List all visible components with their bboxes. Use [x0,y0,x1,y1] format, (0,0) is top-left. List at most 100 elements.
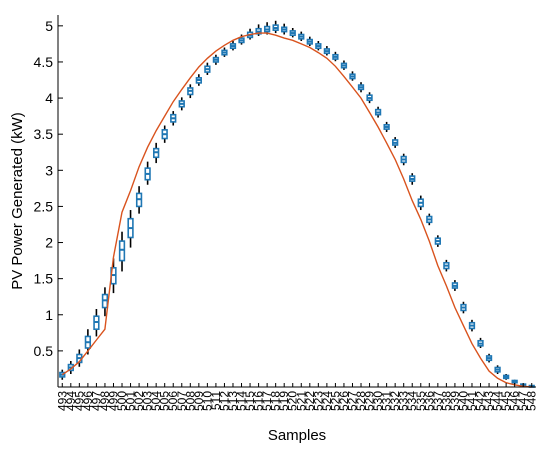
x-tick-label: 505 [158,391,172,411]
box-525 [332,51,339,62]
box-530 [374,106,382,118]
x-tick-label: 546 [508,391,522,411]
box-510 [204,62,211,75]
x-tick-label: 516 [252,391,266,411]
x-tick-label: 508 [183,391,197,411]
x-tick-label: 514 [235,391,249,411]
y-tick-label: 5 [45,18,53,34]
x-tick-label: 545 [499,391,513,411]
x-tick-label: 533 [397,391,411,411]
x-tick-label: 542 [474,391,488,411]
y-tick-label: 4.5 [34,54,54,70]
x-tick-label: 541 [465,391,479,411]
x-tick-label: 523 [311,391,325,411]
box-543 [485,353,493,363]
x-tick-label: 494 [64,391,78,411]
x-tick-label: 497 [89,391,103,411]
box-526 [340,60,348,70]
box-504 [153,142,160,164]
y-tick-label: 0.5 [34,343,54,359]
x-tick-label: 504 [149,391,163,411]
x-tick-label: 509 [192,391,206,411]
x-tick-label: 501 [124,391,138,411]
box-503 [144,161,151,185]
box-532 [392,137,399,148]
x-tick-label: 528 [354,391,368,411]
box-505 [161,125,168,143]
x-tick-label: 518 [269,391,283,411]
x-tick-label: 512 [217,391,231,411]
x-tick-label: 536 [422,391,436,411]
box-plot-series [59,20,535,388]
x-tick-label: 526 [337,391,351,411]
x-tick-label: 548 [525,391,539,411]
box-507 [178,97,185,111]
box-545 [502,373,510,380]
x-tick-label: 521 [294,391,308,411]
x-tick-label: 507 [175,391,189,411]
y-tick-label: 3 [45,162,53,178]
y-tick-label: 2.5 [34,198,54,214]
x-tick-label: 495 [72,391,86,411]
x-tick-label: 517 [260,391,274,411]
x-tick-label: 547 [516,391,530,411]
box-537 [434,235,441,247]
box-544 [494,365,501,374]
x-tick-label: 500 [115,391,129,411]
y-tick-label: 1 [45,307,53,323]
x-tick-label: 502 [132,391,146,411]
box-495 [76,349,83,367]
box-502 [135,186,143,214]
x-tick-label: 493 [55,391,69,411]
x-tick-label: 530 [371,391,385,411]
x-tick-label: 510 [200,391,214,411]
y-tick-label: 1.5 [34,271,54,287]
box-519 [281,23,288,35]
generated-power-line [61,32,532,388]
box-512 [221,47,228,57]
x-tick-label: 515 [243,391,257,411]
box-534 [409,173,416,185]
box-498 [101,287,109,317]
x-tick-label: 539 [448,391,462,411]
x-axis-ticks: 4934944954964974984995005015025035045055… [55,383,539,411]
x-tick-label: 511 [209,391,223,410]
box-508 [187,84,194,99]
box-516 [255,24,262,36]
x-tick-label: 519 [277,391,291,411]
box-497 [93,308,100,337]
x-tick-label: 499 [107,391,121,411]
x-tick-label: 535 [414,391,428,411]
x-tick-label: 506 [166,391,180,411]
axes [57,15,536,388]
x-tick-label: 543 [482,391,496,411]
box-body [118,240,126,262]
box-520 [289,28,296,38]
box-523 [315,41,322,51]
y-axis-label: PV Power Generated (kW) [9,112,26,290]
box-533 [400,153,407,166]
x-tick-label: 525 [328,391,342,411]
box-511 [212,54,220,65]
box-493 [59,369,66,380]
y-tick-label: 3.5 [34,126,54,142]
y-tick-label: 2 [45,235,53,251]
box-500 [118,231,126,272]
box-527 [349,71,356,81]
box-506 [170,111,177,126]
x-tick-label: 496 [81,391,95,411]
x-tick-label: 520 [286,391,300,411]
box-528 [357,82,365,93]
x-tick-label: 503 [141,391,155,411]
box-536 [426,213,433,226]
x-tick-label: 531 [380,391,394,411]
x-tick-label: 540 [456,391,470,411]
box-513 [229,41,237,51]
x-tick-label: 513 [226,391,240,411]
box-538 [443,259,450,272]
x-axis-label: Samples [268,427,326,444]
box-521 [298,31,305,42]
line-series [61,32,532,388]
box-501 [127,210,134,248]
